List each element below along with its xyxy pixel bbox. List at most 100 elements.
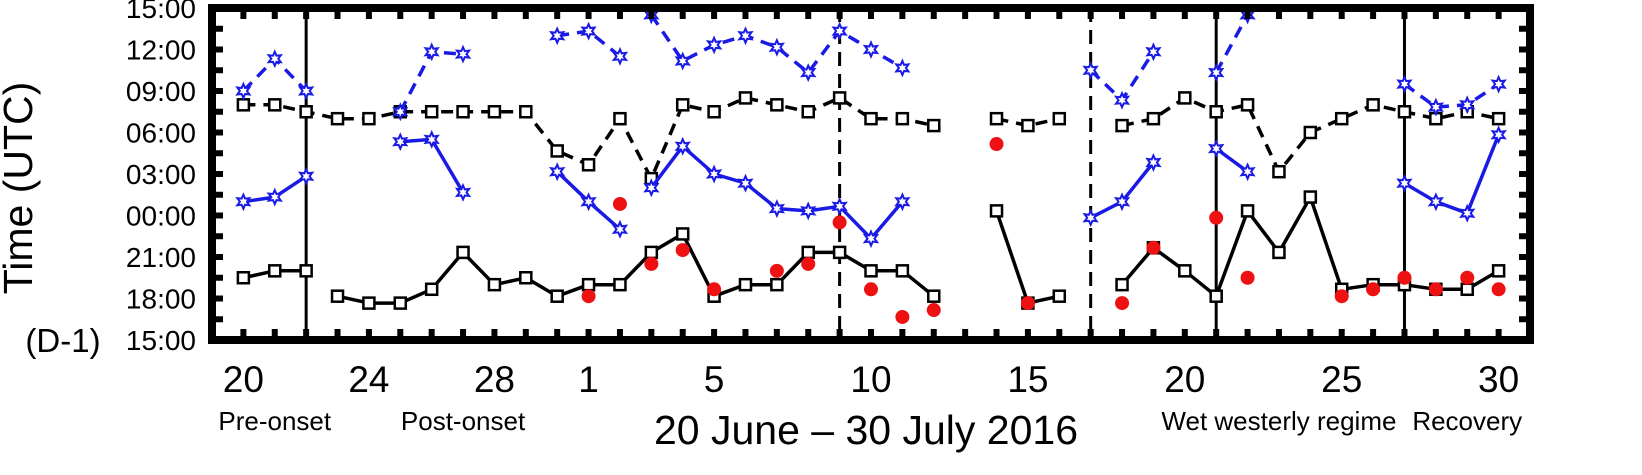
data-point-square [1303, 125, 1318, 140]
data-point-star [580, 21, 597, 41]
y-tick-label: 00:00 [126, 201, 196, 232]
x-tick-label: 25 [1321, 359, 1362, 400]
data-point-star [1145, 153, 1162, 172]
series-line-segment [649, 13, 904, 75]
data-point-square [770, 277, 784, 292]
y-axis-label: Time (UTC) [0, 82, 41, 295]
data-point-square [362, 111, 376, 126]
data-point-star [1207, 63, 1225, 83]
data-point-square [456, 105, 470, 119]
data-point-square [487, 105, 502, 119]
data-point-square [613, 277, 627, 292]
data-point-circle [1491, 282, 1506, 297]
data-point-circle [1460, 270, 1475, 285]
data-point-circle [1428, 282, 1443, 297]
data-point-star [1207, 139, 1225, 159]
data-point-square [299, 264, 313, 278]
data-point-circle [581, 289, 596, 304]
data-point-star [894, 192, 911, 212]
series-line-segment [1403, 134, 1501, 215]
x-axis-ticks: 20 24 28 1 5 10 15 20 25 30 [223, 359, 1519, 400]
data-point-star [454, 182, 472, 202]
data-point-star [768, 199, 786, 219]
data-point-circle [864, 282, 878, 297]
x-tick-label: 24 [348, 359, 389, 400]
data-point-star [1239, 162, 1256, 182]
series-line-segment [996, 116, 1060, 128]
x-axis-label: 20 June – 30 July 2016 [654, 407, 1078, 453]
data-point-square [424, 105, 439, 119]
data-point-square [864, 264, 878, 278]
series-line-segment [994, 210, 1060, 305]
data-point-square [644, 245, 659, 260]
data-point-square [487, 277, 502, 292]
x-tick-label: 1 [578, 359, 599, 400]
data-point-star [611, 219, 629, 239]
data-point-square [362, 296, 376, 310]
data-point-square [1303, 190, 1318, 204]
data-point-square [675, 98, 690, 112]
data-point-square [1209, 105, 1223, 119]
data-point-square [1209, 289, 1223, 303]
data-point-circle [989, 137, 1004, 152]
data-point-square [1491, 111, 1506, 126]
data-point-star [266, 49, 283, 69]
data-point-square [738, 91, 753, 105]
series-line-segment [1214, 14, 1250, 74]
regime-label: Wet westerly regime [1161, 406, 1396, 436]
data-point-circle [612, 196, 627, 211]
data-point-circle [1020, 296, 1035, 311]
data-point-star [800, 63, 817, 83]
data-point-star [831, 196, 848, 216]
data-point-square [675, 227, 690, 241]
data-point-square [1052, 289, 1067, 303]
data-point-square [1178, 91, 1192, 105]
data-point-square [330, 289, 345, 303]
data-point-square [424, 282, 439, 297]
data-point-star [1459, 95, 1476, 115]
data-point-circle [1209, 210, 1224, 225]
data-point-square [927, 289, 941, 303]
data-point-square [393, 296, 408, 310]
data-point-circle [769, 263, 784, 278]
data-point-square [1052, 111, 1067, 126]
data-point-square [550, 289, 564, 303]
data-point-star [235, 81, 252, 101]
data-point-star [674, 136, 691, 156]
data-point-circle [926, 303, 941, 318]
y-tick-label: 12:00 [126, 35, 196, 66]
x-tick-label: 5 [704, 359, 725, 400]
series-0 [236, 190, 1506, 310]
y-tick-label: 15:00 [126, 0, 196, 24]
data-point-star [392, 132, 409, 152]
data-point-square [456, 245, 470, 260]
data-point-star [580, 192, 597, 212]
regime-label: Recovery [1412, 406, 1522, 436]
series-line-segment [649, 144, 904, 241]
data-point-square [1240, 98, 1255, 112]
data-point-star [297, 81, 315, 101]
data-point-circle [1366, 282, 1381, 297]
x-tick-label: 30 [1478, 359, 1519, 400]
data-point-star [423, 42, 440, 62]
x-tick-label: 20 [1164, 359, 1205, 400]
data-point-star [1396, 74, 1413, 94]
data-point-circle [832, 215, 847, 230]
data-point-square [236, 98, 251, 112]
data-point-star [1427, 97, 1445, 117]
data-point-square [299, 105, 313, 119]
data-point-square [895, 111, 910, 126]
data-point-star [737, 173, 754, 193]
y-tick-label: 21:00 [126, 242, 196, 273]
data-point-square [236, 271, 251, 285]
data-point-square [330, 111, 345, 126]
y-tick-label: 06:00 [126, 118, 196, 149]
data-point-square [1334, 111, 1349, 126]
series-4 [581, 137, 1506, 324]
data-point-square [1178, 264, 1192, 278]
data-point-star [548, 26, 566, 46]
x-tick-label: 28 [474, 359, 515, 400]
data-point-star [1082, 60, 1099, 80]
data-point-star [862, 40, 880, 59]
data-point-star [674, 51, 691, 71]
